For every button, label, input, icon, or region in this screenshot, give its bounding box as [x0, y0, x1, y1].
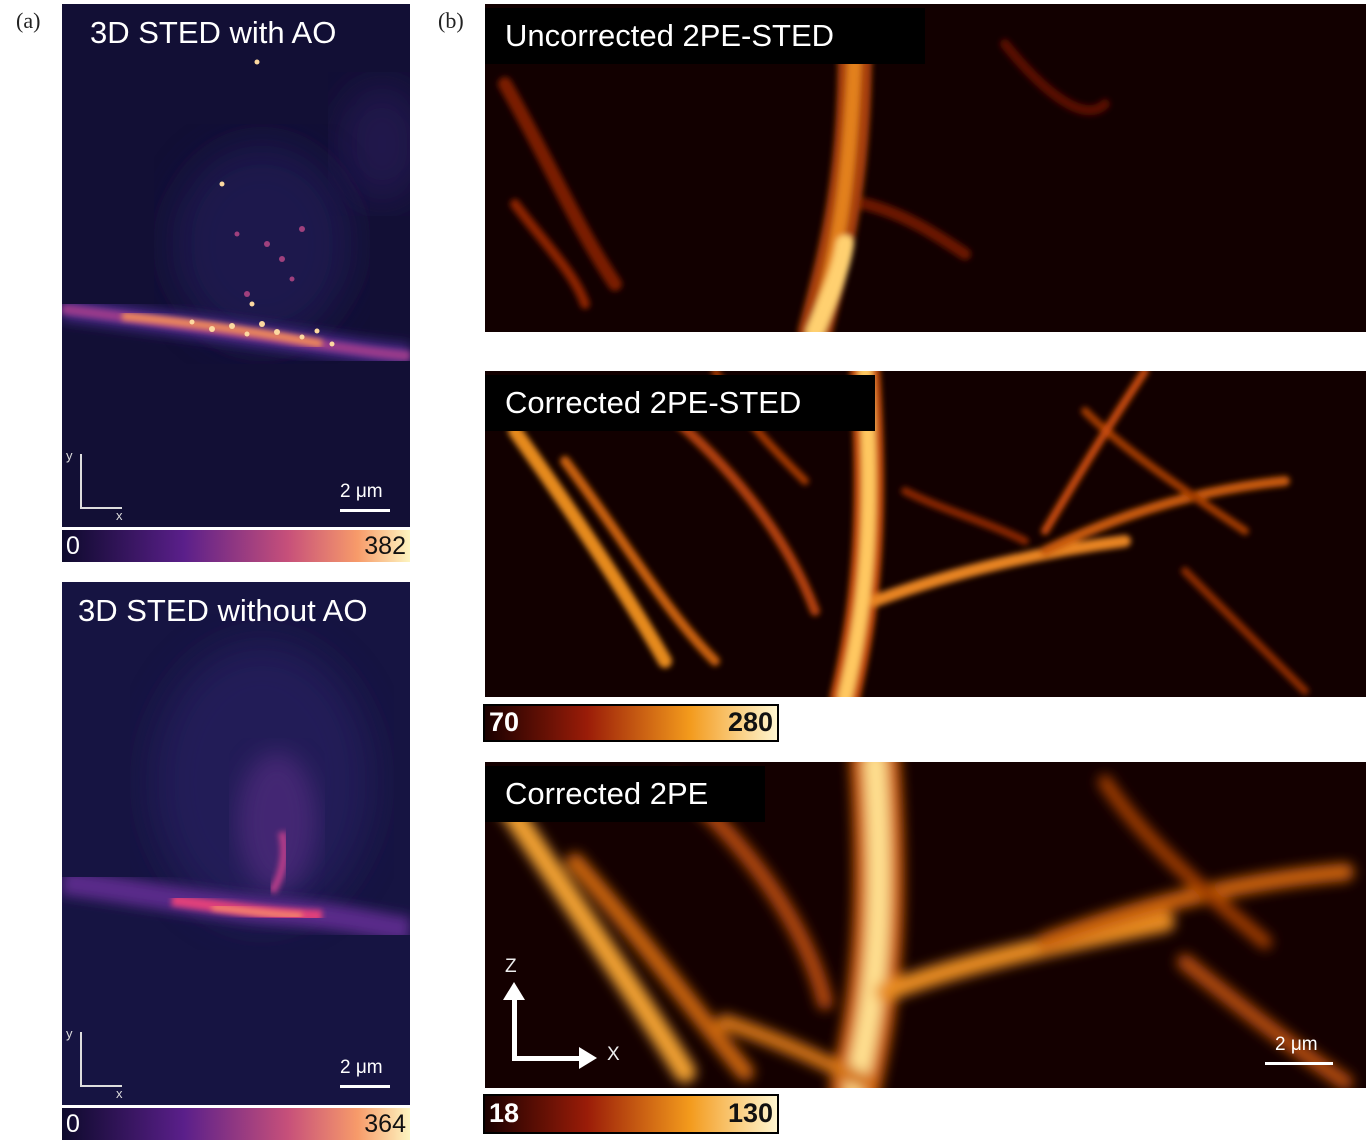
colorbar-min: 70 — [489, 707, 520, 737]
colorbar-gradient — [485, 1096, 777, 1132]
sted-with-ao-image: 3D STED with AO y x 2 μm — [62, 4, 410, 527]
corrected-2pe-image: Corrected 2PE Z X 2 μm — [485, 762, 1366, 1088]
colorbar-max: 280 — [727, 707, 773, 737]
uncorrected-2pe-sted-title: Uncorrected 2PE-STED — [505, 18, 835, 53]
colorbar-corrected-2pe: 18 130 — [483, 1094, 779, 1134]
colorbar-min: 18 — [489, 1098, 520, 1128]
colorbar-max: 130 — [727, 1098, 773, 1128]
sted-without-ao-signal — [62, 582, 410, 1105]
uncorrected-signal — [485, 4, 1366, 332]
colorbar-without-ao: 0 364 — [62, 1108, 410, 1140]
xy-axes-indicator: y x — [66, 448, 123, 523]
zx-axes-indicator: Z X — [503, 956, 623, 1070]
scale-bar — [1265, 1062, 1333, 1065]
colorbar-gradient — [485, 706, 777, 740]
xy-axes-indicator: y x — [66, 1026, 123, 1101]
colorbar-corrected-sted: 70 280 — [483, 704, 779, 742]
scale-bar-label: 2 μm — [340, 1057, 383, 1078]
panel-a-label: (a) — [16, 8, 41, 33]
scale-bar — [340, 509, 390, 512]
sted-without-ao-title: 3D STED without AO — [78, 593, 368, 628]
colorbar-max: 364 — [364, 1110, 406, 1138]
scale-bar — [340, 1085, 390, 1088]
corrected-2pe-title: Corrected 2PE — [505, 776, 709, 811]
colorbar-min: 0 — [66, 1110, 80, 1138]
panel-b-label: (b) — [438, 8, 464, 33]
colorbar-min: 0 — [66, 532, 80, 560]
scale-bar-label: 2 μm — [340, 481, 383, 502]
colorbar-max: 382 — [364, 532, 406, 560]
sted-with-ao-signal — [62, 4, 410, 527]
sted-with-ao-title: 3D STED with AO — [90, 15, 337, 50]
colorbar-gradient — [62, 1108, 410, 1140]
sted-without-ao-image: 3D STED without AO y x 2 μm — [62, 582, 410, 1105]
uncorrected-2pe-sted-image: Uncorrected 2PE-STED — [485, 4, 1366, 332]
corrected-2pe-sted-title: Corrected 2PE-STED — [505, 385, 802, 420]
colorbar-gradient — [62, 530, 410, 562]
scale-bar-label: 2 μm — [1275, 1034, 1318, 1055]
colorbar-with-ao: 0 382 — [62, 530, 410, 562]
corrected-2pe-sted-image: Corrected 2PE-STED — [485, 371, 1366, 697]
